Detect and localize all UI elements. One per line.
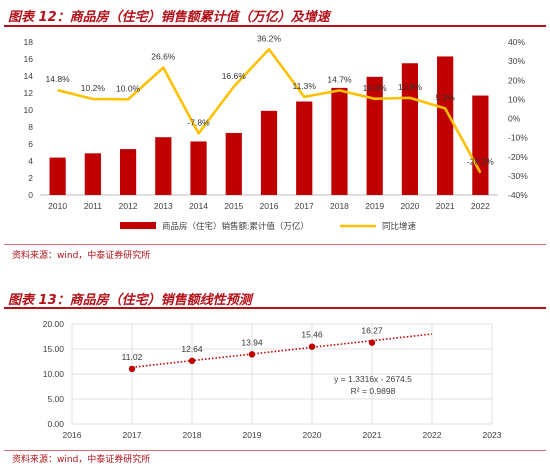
y-tick-label: 10.00 xyxy=(43,369,65,379)
y-tick-left: 12 xyxy=(24,88,34,98)
growth-data-label: 26.6% xyxy=(151,52,176,62)
growth-data-label: 36.2% xyxy=(257,33,282,43)
x-tick-label: 2011 xyxy=(84,201,103,211)
point-data-label: 15.46 xyxy=(301,330,323,340)
growth-data-label: 10.3% xyxy=(363,83,388,93)
y-tick-left: 2 xyxy=(28,173,33,183)
bar xyxy=(472,95,489,195)
x-tick-label: 2013 xyxy=(154,201,173,211)
x-tick-label: 2020 xyxy=(303,430,322,440)
bar xyxy=(437,56,454,196)
bar xyxy=(84,153,101,195)
x-tick-label: 2012 xyxy=(119,201,138,211)
growth-data-label: 5.3% xyxy=(435,92,455,102)
x-tick-label: 2016 xyxy=(260,201,279,211)
y-tick-left: 4 xyxy=(28,156,33,166)
y-tick-right: -10% xyxy=(508,133,528,143)
title-rule-2 xyxy=(4,307,546,309)
trend-r-squared: R² = 0.9898 xyxy=(351,386,396,396)
x-tick-label: 2010 xyxy=(48,201,67,211)
y-tick-right: 0% xyxy=(508,114,521,124)
y-tick-right: 10% xyxy=(508,94,525,104)
growth-data-label: 10.8% xyxy=(398,82,423,92)
combo-chart-sales-growth: 0 2 4 6 8 10 12 14 16 18 -40% -30% -20% -10% 0% 10% 20% 3… xyxy=(24,33,529,231)
x-tick-label: 2021 xyxy=(436,201,455,211)
y-tick-right: -20% xyxy=(508,152,528,162)
bar xyxy=(331,87,348,195)
x-tick-label: 2019 xyxy=(365,201,384,211)
scatter-point xyxy=(248,351,256,358)
growth-data-label: 10.2% xyxy=(81,83,106,93)
point-data-label: 12.64 xyxy=(181,344,203,354)
scatter-point xyxy=(368,339,376,346)
title-rule-1 xyxy=(4,25,546,27)
trend-equation: y = 1.3316x - 2674.5 xyxy=(334,374,412,384)
point-data-label: 13.94 xyxy=(241,337,263,347)
bar xyxy=(296,101,313,195)
y-tick-left: 0 xyxy=(28,190,33,200)
x-tick-label: 2017 xyxy=(295,201,314,211)
bar xyxy=(190,141,207,195)
bar xyxy=(401,63,419,195)
x-tick-label: 2018 xyxy=(183,430,202,440)
x-tick-label: 2015 xyxy=(224,201,243,211)
bar xyxy=(366,76,383,195)
y-tick-right: 20% xyxy=(508,75,525,85)
y-tick-left: 18 xyxy=(24,37,34,47)
x-tick-label: 2019 xyxy=(243,430,262,440)
x-tick-label: 2022 xyxy=(471,201,490,211)
growth-data-label: 10.0% xyxy=(116,83,141,93)
bar xyxy=(260,110,278,195)
growth-data-label: 14.7% xyxy=(327,74,352,84)
y-tick-label: 5.00 xyxy=(47,394,64,404)
source-rule-2 xyxy=(4,450,546,451)
x-tick-label: 2014 xyxy=(189,201,208,211)
bar xyxy=(155,137,172,195)
growth-data-label: -28.3% xyxy=(467,157,494,167)
y-tick-right: -40% xyxy=(508,190,528,200)
x-tick-label: 2017 xyxy=(123,430,142,440)
legend-line-label: 同比增速 xyxy=(382,221,417,231)
x-tick-label: 2016 xyxy=(63,430,82,440)
scatter-point xyxy=(308,343,316,350)
x-tick-label: 2020 xyxy=(400,201,419,211)
scatter-linear-forecast: 0.00 5.00 10.00 15.00 20.00 2016 2017 2018 2019 2… xyxy=(43,319,502,440)
y-tick-left: 6 xyxy=(28,139,33,149)
x-tick-label: 2021 xyxy=(363,430,382,440)
x-tick-label: 2023 xyxy=(483,430,502,440)
x-tick-label: 2022 xyxy=(423,430,442,440)
y-tick-right: 30% xyxy=(508,56,525,66)
growth-data-label: 16.6% xyxy=(222,71,247,81)
y-tick-right: 40% xyxy=(508,37,525,47)
y-tick-left: 8 xyxy=(28,122,33,132)
figure-13-title: 图表 13：商品房（住宅）销售额线性预测 xyxy=(8,293,252,308)
y-tick-right: -30% xyxy=(508,171,528,181)
y-tick-left: 10 xyxy=(24,105,34,115)
growth-data-label: 14.8% xyxy=(46,74,71,84)
y-tick-label: 20.00 xyxy=(43,319,65,329)
y-tick-left: 14 xyxy=(24,71,34,81)
scatter-point xyxy=(128,365,136,373)
growth-data-label: 11.3% xyxy=(292,81,316,91)
figure-12-title: 图表 12：商品房（住宅）销售额累计值（万亿）及增速 xyxy=(8,10,330,25)
legend-bar-swatch xyxy=(120,222,156,229)
y-tick-label: 15.00 xyxy=(43,344,65,354)
y-tick-label: 0.00 xyxy=(47,419,64,429)
bar xyxy=(119,149,137,195)
scatter-point xyxy=(188,357,196,364)
bar xyxy=(225,132,242,195)
bar xyxy=(49,157,66,195)
y-tick-left: 16 xyxy=(24,54,34,64)
source-rule-1 xyxy=(4,244,546,245)
figure-12-source: 资料来源：wind，中泰证券研究所 xyxy=(12,251,151,261)
point-data-label: 16.27 xyxy=(361,326,383,336)
growth-line xyxy=(57,47,482,174)
legend-bar-label: 商品房（住宅）销售额:累计值（万亿） xyxy=(162,221,309,231)
point-data-label: 11.02 xyxy=(122,352,143,362)
x-tick-label: 2018 xyxy=(330,201,349,211)
trend-line xyxy=(131,333,433,369)
growth-data-label: -7.8% xyxy=(187,117,210,127)
figure-13-source: 资料来源：wind，中泰证券研究所 xyxy=(12,455,151,465)
